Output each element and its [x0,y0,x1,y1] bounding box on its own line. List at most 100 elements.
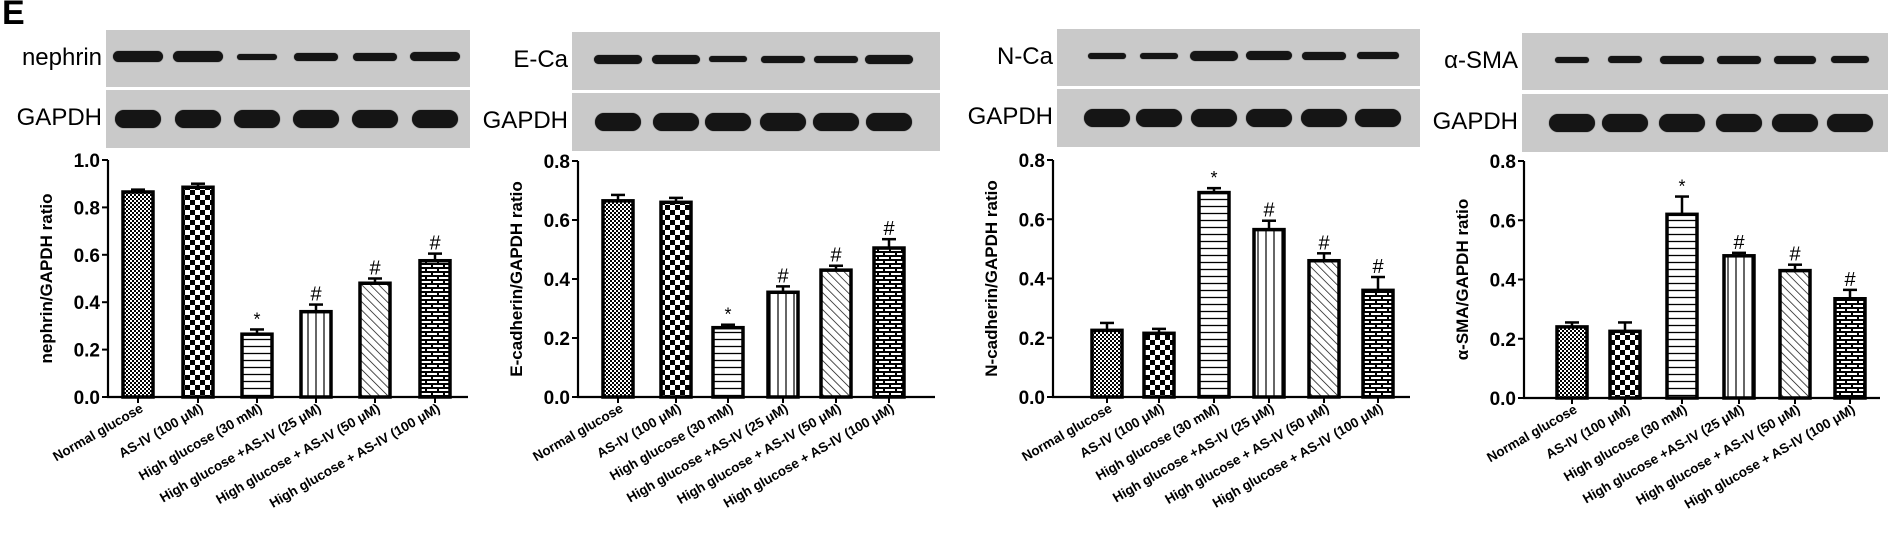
protein-band [1190,50,1238,61]
protein-band [760,113,806,131]
significance-marker: # [369,258,381,280]
bar-chart-e-cadherin: 0.00.20.40.60.8E-cadherin/GAPDH ratioNor… [507,152,935,511]
bar [1197,186,1231,399]
bar [418,252,452,399]
bar [1090,321,1124,399]
protein-band [412,110,458,128]
protein-band [1555,56,1589,63]
significance-marker: # [1733,232,1745,254]
protein-band [237,53,277,60]
bar-chart-alpha-sma: 0.0 0.2 0.4 0.6 0.8 α-SMA/GAPDH ratio Normal g… [1453,152,1880,512]
western-blot-n-cadherin [1057,29,1420,86]
protein-band [1831,56,1869,63]
bar [872,237,906,399]
y-tick-label: 0.2 [1490,330,1516,351]
protein-band [1357,52,1399,59]
x-category-label: Normal glucose [1019,400,1115,464]
western-blot-e-cadherin [572,32,940,90]
bar [1555,321,1589,400]
western-blot-alpha-sma [1522,33,1888,90]
protein-band [352,110,398,128]
y-tick-label: 0.8 [1019,151,1045,172]
bar [240,328,274,399]
bar [1722,251,1756,400]
y-axis-label: N-cadherin/GAPDH ratio [982,180,1001,376]
y-axis-label: α-SMA/GAPDH ratio [1453,199,1472,361]
bar [601,193,635,399]
bar [1142,327,1176,399]
protein-band [813,113,859,131]
protein-band [761,55,805,63]
bar [711,323,745,399]
protein-band [1301,109,1347,127]
bar [1665,195,1699,400]
y-tick-label: 0.0 [74,388,100,409]
y-tick-label: 0.4 [1490,271,1517,292]
blot-label-gapdh: GAPDH [16,104,102,131]
significance-marker: * [1678,177,1685,197]
significance-marker: * [253,309,260,329]
significance-marker: # [429,233,441,255]
protein-band [294,52,338,61]
protein-band [115,110,161,128]
y-tick-label: 0.4 [1019,270,1046,291]
bar [1608,321,1642,400]
bar [819,264,853,399]
bar [121,188,155,399]
protein-band [1827,114,1873,132]
significance-marker: # [310,284,322,306]
protein-band [293,110,339,128]
significance-marker: # [1844,269,1856,291]
protein-band [1191,109,1237,127]
y-tick-label: 0.2 [74,341,100,362]
protein-band [1246,51,1292,60]
bar [1833,288,1867,400]
y-tick-label: 0.6 [544,211,570,232]
panel-alpha-sma: α-SMA GAPDH 0.0 0.2 0.4 0.6 0.8 α-SMA/GAPDH r… [1420,0,1889,540]
protein-band [353,52,397,61]
y-tick-label: 0.0 [1490,389,1516,410]
y-tick-label: 0.8 [1490,152,1516,173]
protein-band [1716,114,1762,132]
protein-band [1136,109,1182,127]
protein-band [113,51,163,62]
protein-band [1608,56,1642,63]
protein-band [594,54,642,64]
significance-marker: * [1210,168,1217,188]
y-tick-label: 0.4 [74,293,101,314]
y-axis-label: E-cadherin/GAPDH ratio [507,181,526,377]
blot-label-gapdh: GAPDH [1432,108,1518,135]
bar [181,182,215,399]
protein-band [410,52,460,61]
blot-label-target: nephrin [21,43,102,71]
protein-band [652,54,700,64]
y-tick-label: 0.6 [1490,211,1516,232]
protein-band [1717,55,1761,64]
protein-band [865,54,913,64]
significance-marker: # [1789,244,1801,266]
protein-band [866,113,912,131]
bar [358,277,392,399]
protein-band [173,51,223,62]
western-blot-gapdh [572,93,940,151]
bar [1252,219,1286,399]
significance-marker: # [1263,200,1275,222]
protein-band [1088,52,1126,59]
significance-marker: # [883,218,895,240]
blot-label-target: E-Ca [513,46,568,73]
panel-letter: E [2,0,25,32]
western-blot-gapdh [1522,94,1888,152]
protein-band [814,55,858,63]
bar [1361,275,1395,399]
protein-band [595,113,641,131]
protein-band [1602,114,1648,132]
protein-band [1302,51,1346,60]
y-tick-label: 0.6 [74,246,100,267]
bar-chart-n-cadherin: 0.0 0.2 0.4 0.6 0.8 N-cadherin/GAPDH ratio Nor… [982,151,1410,511]
western-blot-nephrin [106,30,470,87]
bar [1307,252,1341,399]
y-tick-label: 0.0 [1019,388,1045,409]
blot-label-target: α-SMA [1444,46,1518,74]
protein-band [1246,109,1292,127]
protein-band [709,56,747,62]
